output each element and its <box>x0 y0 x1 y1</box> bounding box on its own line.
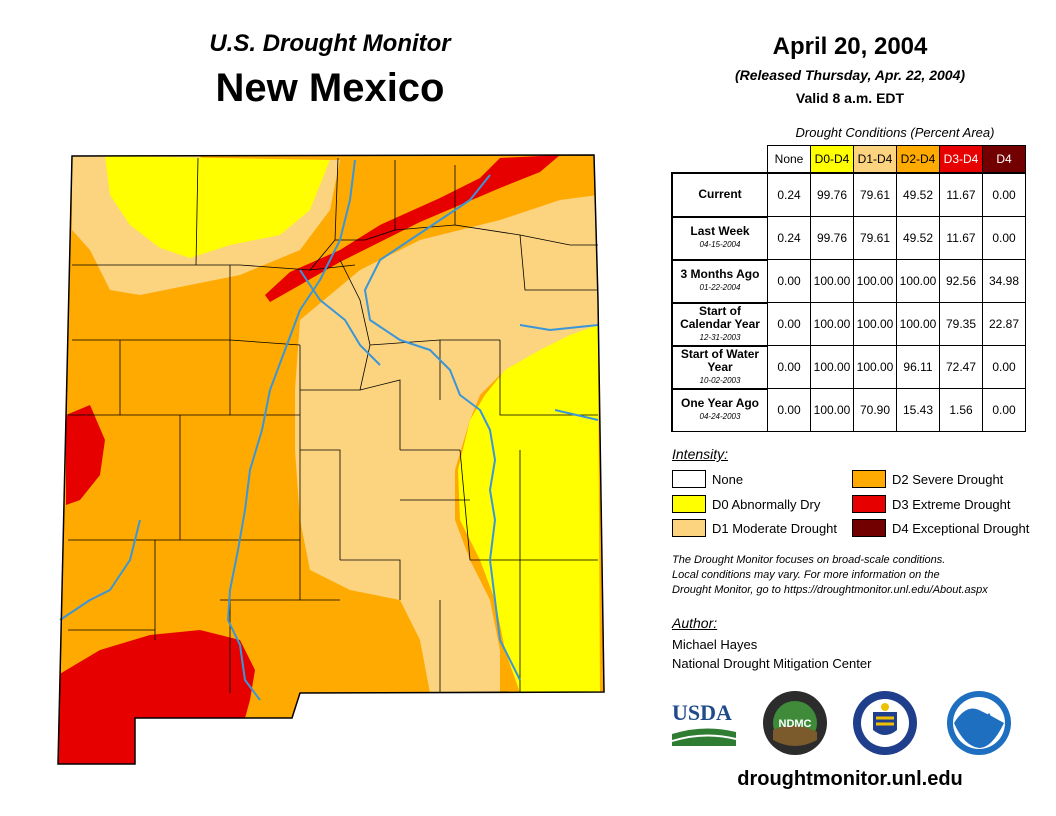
rivers <box>59 159 599 701</box>
legend-item-d2: D2 Severe Drought <box>852 470 1003 488</box>
legend-item-d1: D1 Moderate Drought <box>672 519 837 537</box>
conditions-table: None D0-D4 D1-D4 D2-D4 D3-D4 D4 Current … <box>671 145 1026 432</box>
author-title: Author: <box>672 615 718 631</box>
author-org: National Drought Mitigation Center <box>672 656 872 671</box>
legend-item-none: None <box>672 470 743 488</box>
svg-text:NDMC: NDMC <box>779 718 812 730</box>
col-d1: D1-D4 <box>853 145 897 174</box>
usda-logo: USDA <box>672 700 736 748</box>
map-title: New Mexico <box>215 66 445 110</box>
row-label: Start of Calendar Year 12-31-2003 <box>671 301 768 346</box>
new-mexico-drought-map <box>57 154 605 765</box>
table-header-row: None D0-D4 D1-D4 D2-D4 D3-D4 D4 <box>672 145 1026 174</box>
map-date: April 20, 2004 <box>772 33 928 60</box>
legend-title: Intensity: <box>672 446 729 462</box>
legend-swatch <box>672 495 706 513</box>
noaa-logo: NOAA <box>946 690 1012 756</box>
release-date: (Released Thursday, Apr. 22, 2004) <box>734 67 966 83</box>
legend-item-d4: D4 Exceptional Drought <box>852 519 1029 537</box>
disclaimer-note: The Drought Monitor focuses on broad-sca… <box>672 554 988 596</box>
table-row: Start of Calendar Year 12-31-2003 0.00 10… <box>671 301 1026 346</box>
table-row: Start of Water Year 10-02-2003 0.00 100.0… <box>671 344 1026 389</box>
row-label: Start of Water Year 10-02-2003 <box>671 344 768 389</box>
legend-item-d0: D0 Abnormally Dry <box>672 495 820 513</box>
col-d4: D4 <box>982 145 1026 174</box>
legend-swatch <box>852 519 886 537</box>
row-label: 3 Months Ago 01-22-2004 <box>671 258 768 303</box>
valid-time: Valid 8 a.m. EDT <box>795 90 905 106</box>
d3-northern-band <box>265 155 560 302</box>
author-name: Michael Hayes <box>672 637 758 652</box>
commerce-seal-icon <box>852 690 918 756</box>
row-label: Last Week 04-15-2004 <box>671 215 768 260</box>
legend-item-d3: D3 Extreme Drought <box>852 495 1011 513</box>
state-outline <box>57 154 605 765</box>
legend-swatch <box>852 470 886 488</box>
col-d0: D0-D4 <box>810 145 854 174</box>
table-row: 3 Months Ago 01-22-2004 0.00 100.00 100.0… <box>671 258 1026 303</box>
col-none: None <box>767 145 811 174</box>
usda-swoosh-icon <box>672 728 736 746</box>
legend-swatch <box>672 470 706 488</box>
table-row: Current 0.24 99.76 79.61 49.52 11.67 0.0… <box>671 172 1026 217</box>
county-boundaries <box>68 157 598 693</box>
conditions-title: Drought Conditions (Percent Area) <box>795 125 995 140</box>
table-row: Last Week 04-15-2004 0.24 99.76 79.61 49.… <box>671 215 1026 260</box>
legend-swatch <box>852 495 886 513</box>
row-label: One Year Ago 04-24-2003 <box>671 387 768 432</box>
svg-text:NOAA: NOAA <box>966 712 993 722</box>
table-row: One Year Ago 04-24-2003 0.00 100.00 70.90… <box>671 387 1026 432</box>
d0-northwest-area <box>105 156 330 258</box>
d3-west-area <box>66 405 105 505</box>
legend-swatch <box>672 519 706 537</box>
col-d3: D3-D4 <box>939 145 983 174</box>
d3-southwest-area <box>58 630 255 764</box>
row-label: Current <box>671 172 768 217</box>
d0-east-area <box>458 325 600 693</box>
map-subtitle: U.S. Drought Monitor <box>209 30 451 57</box>
website-url[interactable]: droughtmonitor.unl.edu <box>737 768 963 790</box>
col-d2: D2-D4 <box>896 145 940 174</box>
ndmc-logo: NDMC <box>762 690 828 756</box>
